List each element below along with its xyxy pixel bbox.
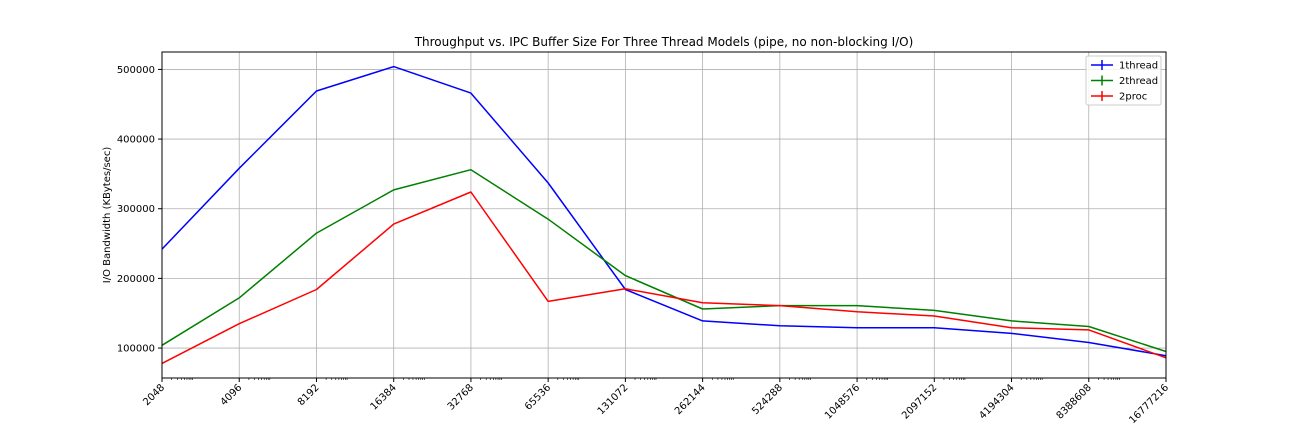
x-tick-label: 2048 — [141, 382, 167, 408]
y-tick-label: 100000 — [117, 344, 155, 355]
x-tick-label: 32768 — [446, 382, 476, 412]
series-line-1thread — [161, 65, 1167, 357]
grid — [161, 52, 1167, 378]
x-tick-label: 524288 — [750, 382, 785, 417]
x-tick-label: 1048576 — [823, 382, 862, 421]
x-tick-label: 16384 — [369, 382, 399, 412]
x-tick-label: 8388608 — [1055, 382, 1094, 421]
x-tick-label: 131072 — [596, 382, 631, 417]
x-tick-label: 2097152 — [900, 382, 939, 421]
chart-title: Throughput vs. IPC Buffer Size For Three… — [414, 35, 914, 49]
series-lines — [161, 65, 1167, 365]
legend: 1thread 2thread 2proc — [1085, 55, 1162, 106]
legend-label-1thread: 1thread — [1119, 61, 1158, 72]
x-tick-label: 8192 — [296, 382, 322, 408]
y-tick-label: 500000 — [117, 65, 155, 76]
y-tick-label: 400000 — [117, 135, 155, 146]
x-axis: 2048 4096 8192 16384 32768 65536 131072 262144 5… — [141, 378, 1171, 426]
x-tick-label: 65536 — [523, 382, 553, 412]
series-line-2proc — [161, 191, 1167, 365]
y-tick-label: 300000 — [117, 204, 155, 215]
x-tick-label: 4096 — [219, 382, 245, 408]
y-tick-label: 200000 — [117, 274, 155, 285]
plot-frame — [161, 51, 1167, 379]
legend-label-2thread: 2thread — [1119, 76, 1158, 87]
x-tick-label: 16777216 — [1127, 382, 1171, 426]
y-axis: 100000 200000 300000 400000 500000 — [117, 65, 162, 355]
series-line-2thread — [161, 168, 1167, 353]
x-tick-label: 4194304 — [977, 382, 1016, 421]
y-axis-label: I/O Bandwidth (KBytes/sec) — [102, 147, 113, 284]
legend-label-2proc: 2proc — [1119, 92, 1147, 103]
x-tick-label: 262144 — [673, 382, 708, 417]
legend-box — [1085, 55, 1162, 106]
